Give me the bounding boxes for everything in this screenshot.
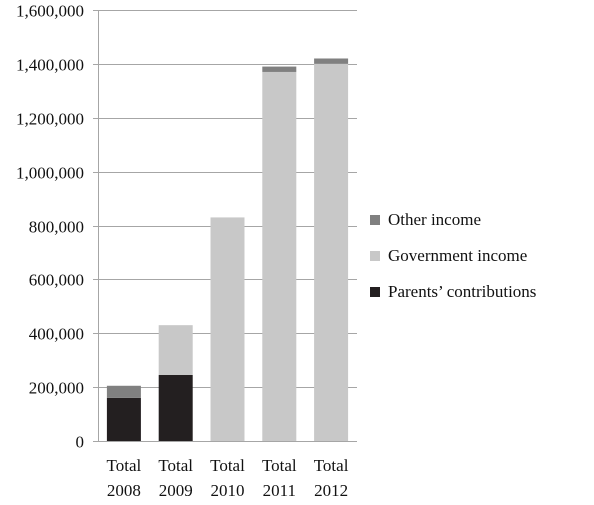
y-axis-tick-labels: 0 200,000 400,000 600,000 800,000 1,000,000 1,…	[16, 2, 84, 452]
bar-segment-government-income-5	[314, 63, 349, 441]
y-tick-label: 1,000,000	[16, 164, 84, 183]
y-tick-label: 200,000	[29, 379, 84, 398]
axes	[93, 10, 357, 442]
bar-segment-other-income-1	[106, 385, 141, 398]
y-tick-label: 1,400,000	[16, 56, 84, 75]
x-tick-label: Total 2012	[314, 456, 349, 500]
bar-segment-other-income-5	[314, 58, 349, 64]
y-tick-label: 600,000	[29, 271, 84, 290]
x-tick-label: Total 2009	[158, 456, 193, 500]
bar-segment-parents-contributions-1	[106, 397, 141, 441]
legend-label: Parents’ contributions	[388, 282, 536, 301]
y-tick-label: 800,000	[29, 218, 84, 237]
y-tick-label: 400,000	[29, 325, 84, 344]
legend-label: Other income	[388, 210, 481, 229]
legend: Other income Government income Parents’ co…	[370, 210, 536, 301]
y-tick-label: 0	[76, 433, 85, 452]
x-axis-tick-labels: Total 2008 Total 2009 Total 2010 Total 2011 Tota…	[107, 456, 349, 500]
bar-segment-government-income-4	[262, 71, 297, 442]
x-tick-label: Total 2011	[262, 456, 297, 500]
bar-segment-parents-contributions-2	[158, 375, 193, 441]
legend-label: Government income	[388, 246, 527, 265]
bars	[106, 58, 349, 442]
bar-segment-government-income-2	[158, 325, 193, 376]
legend-swatch	[370, 287, 380, 297]
y-tick-label: 1,600,000	[16, 2, 84, 21]
y-tick-label: 1,200,000	[16, 110, 84, 129]
x-tick-label: Total 2010	[210, 456, 245, 500]
bar-segment-other-income-4	[262, 66, 297, 72]
x-tick-label: Total 2008	[107, 456, 142, 500]
legend-swatch	[370, 251, 380, 261]
bar-segment-government-income-3	[210, 217, 245, 441]
legend-swatch	[370, 215, 380, 225]
